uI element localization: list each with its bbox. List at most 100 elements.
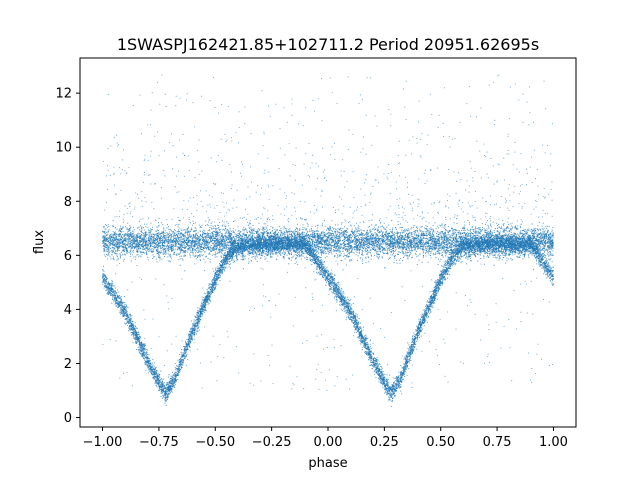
data-point <box>189 341 191 343</box>
data-point <box>329 274 331 276</box>
data-point <box>516 242 518 244</box>
data-point <box>407 348 409 350</box>
data-point <box>163 394 165 396</box>
data-point <box>413 342 415 344</box>
data-point <box>377 377 379 379</box>
data-point <box>172 383 174 385</box>
data-point <box>135 340 137 342</box>
data-point <box>231 259 232 261</box>
data-point <box>303 247 304 249</box>
data-point <box>334 296 336 298</box>
data-point <box>344 297 346 299</box>
data-point <box>530 242 532 244</box>
data-point <box>152 359 154 361</box>
data-point <box>211 285 213 287</box>
data-point <box>109 285 111 287</box>
data-point <box>399 374 401 376</box>
data-point <box>542 262 544 264</box>
data-point <box>389 389 391 391</box>
data-point <box>358 333 360 335</box>
data-point <box>224 250 226 252</box>
data-point <box>147 361 149 363</box>
data-point <box>381 381 383 383</box>
data-point <box>196 326 198 328</box>
data-point <box>411 350 413 352</box>
data-point <box>384 388 386 390</box>
data-point <box>278 251 280 253</box>
data-point <box>354 331 356 333</box>
data-point <box>445 274 447 276</box>
data-point <box>163 385 165 387</box>
data-point <box>124 309 126 311</box>
data-point <box>409 351 411 353</box>
data-point <box>327 276 329 278</box>
data-point <box>545 271 547 273</box>
data-point <box>202 304 204 306</box>
data-point <box>180 359 182 361</box>
data-point <box>346 304 348 306</box>
data-point <box>277 235 279 237</box>
data-point <box>191 335 193 337</box>
data-point <box>125 309 127 311</box>
data-point <box>289 230 291 232</box>
data-point <box>216 283 218 285</box>
data-point <box>521 253 523 255</box>
data-point <box>201 302 203 304</box>
data-point <box>219 268 221 270</box>
data-point <box>418 326 420 328</box>
data-point <box>115 305 117 307</box>
data-point <box>538 250 540 252</box>
data-point <box>344 301 346 303</box>
data-point <box>392 393 394 395</box>
data-point <box>403 368 405 370</box>
data-point <box>159 384 161 386</box>
data-point <box>499 245 501 247</box>
data-point <box>403 363 405 365</box>
data-point <box>394 391 396 393</box>
data-point <box>272 247 274 249</box>
data-point <box>512 250 514 252</box>
data-point <box>196 327 198 329</box>
data-point <box>454 248 456 250</box>
data-point <box>112 295 114 297</box>
data-point <box>120 307 122 309</box>
data-point <box>316 256 318 258</box>
data-point <box>164 402 166 404</box>
data-point <box>361 330 363 332</box>
data-point <box>323 261 325 263</box>
data-point <box>123 307 125 309</box>
data-point <box>353 319 355 321</box>
data-point <box>206 288 208 290</box>
data-point <box>263 241 265 243</box>
data-point <box>205 307 207 309</box>
data-point <box>547 260 549 262</box>
data-point <box>343 302 345 304</box>
data-point <box>524 253 526 255</box>
data-point <box>318 263 320 265</box>
data-point <box>335 289 337 291</box>
data-point <box>481 242 483 244</box>
data-point <box>207 301 209 303</box>
data-point <box>488 234 490 236</box>
data-point <box>314 253 316 255</box>
data-point <box>133 326 135 328</box>
data-point <box>428 308 430 310</box>
data-point <box>176 365 178 367</box>
data-point <box>376 360 378 362</box>
data-point <box>475 234 477 236</box>
data-point <box>202 311 204 313</box>
data-point <box>413 344 415 346</box>
data-point <box>187 346 189 348</box>
data-point <box>529 240 531 242</box>
data-point <box>535 246 537 248</box>
data-point <box>326 277 328 279</box>
data-point <box>414 344 416 346</box>
data-point <box>185 351 187 353</box>
data-point <box>339 297 341 299</box>
data-point <box>144 364 146 366</box>
data-point <box>184 348 186 350</box>
data-point <box>381 372 383 374</box>
data-point <box>124 323 126 325</box>
data-point <box>276 251 278 253</box>
data-point <box>370 347 372 349</box>
